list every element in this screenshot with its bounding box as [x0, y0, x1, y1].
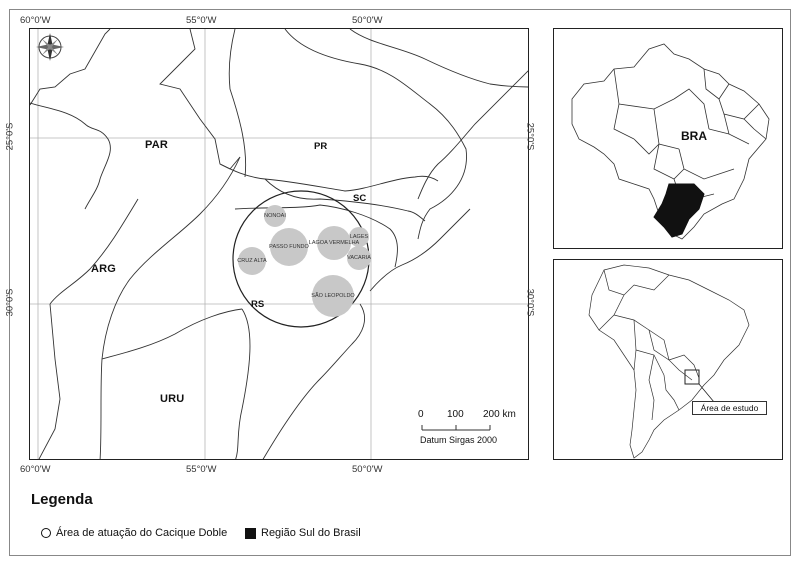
coord-bottom-50w: 50°0'W	[352, 464, 383, 475]
coord-right-25s: 25°0'S	[524, 122, 536, 151]
state-label-sc: SC	[353, 193, 367, 204]
legend-item-study-area: Área de atuação do Cacique Doble	[41, 527, 227, 539]
city-circle-sao-leopoldo	[312, 275, 354, 317]
city-label-vacaria: VACARIA	[347, 255, 371, 261]
coord-left-30s: 30°0'S	[4, 288, 16, 317]
coord-bottom-55w: 55°0'W	[186, 464, 217, 475]
inset-brazil-svg	[571, 43, 770, 240]
city-label-sao-leopoldo: SÃO LEOPOLDO	[311, 293, 355, 299]
city-label-cruz-alta: CRUZ ALTA	[237, 258, 267, 264]
scale-tick-0: 0	[418, 409, 424, 420]
city-circle-passo-fundo	[270, 228, 308, 266]
city-circle-cruz-alta	[238, 247, 266, 275]
legend-item-south-region-label: Região Sul do Brasil	[261, 527, 361, 539]
square-symbol-icon	[245, 527, 256, 539]
circle-symbol-icon	[41, 528, 51, 538]
city-label-passo-fundo: PASSO FUNDO	[269, 244, 309, 250]
legend-item-study-area-label: Área de atuação do Cacique Doble	[56, 527, 228, 539]
state-label-pr: PR	[314, 141, 328, 152]
main-map-svg	[30, 29, 528, 459]
south-america-countries	[588, 264, 750, 459]
city-label-lagoa-vermelha: LAGOA VERMELHA	[308, 240, 360, 246]
inset-south-america-panel	[553, 259, 783, 460]
study-area-marker	[684, 369, 700, 385]
city-circle-vacaria	[347, 246, 371, 270]
coord-right-30s: 30°0'S	[524, 288, 536, 317]
coord-top-55w: 55°0'W	[186, 15, 217, 26]
city-circles	[238, 205, 371, 317]
main-map-panel: PAR ARG URU PR SC RS NONOAI PASSO FUNDO …	[29, 28, 529, 460]
country-label-uru: URU	[160, 393, 185, 405]
inset-brazil-panel: BRA	[553, 28, 783, 249]
graticule	[30, 29, 528, 459]
scale-bar	[421, 425, 491, 431]
coord-left-25s: 25°0'S	[4, 122, 16, 151]
scale-tick-100: 100	[447, 409, 464, 420]
brazil-label: BRA	[681, 129, 707, 143]
city-label-lages: LAGES	[349, 234, 369, 240]
legend-title: Legenda	[31, 491, 93, 508]
legend-item-south-region: Região Sul do Brasil	[245, 527, 361, 539]
country-label-par: PAR	[145, 139, 169, 151]
scale-datum: Datum Sirgas 2000	[420, 435, 498, 445]
political-borders	[30, 29, 528, 459]
inset-south-america-svg	[588, 264, 750, 459]
south-region-fill	[653, 183, 705, 238]
city-circle-lagoa-vermelha	[317, 226, 351, 260]
coord-bottom-60w: 60°0'W	[20, 464, 51, 475]
figure-frame	[9, 9, 791, 556]
scale-tick-200: 200 km	[483, 409, 516, 420]
city-circle-nonoai	[264, 205, 286, 227]
state-label-rs: RS	[251, 299, 265, 310]
study-area-label: Área de estudo	[692, 401, 767, 415]
country-label-arg: ARG	[91, 263, 117, 275]
brazil-states	[571, 43, 770, 240]
study-area-leader-line	[698, 383, 715, 403]
city-circle-lages	[349, 227, 369, 247]
compass-rose-icon	[36, 33, 64, 61]
city-label-nonoai: NONOAI	[264, 213, 286, 219]
coord-top-50w: 50°0'W	[352, 15, 383, 26]
coord-top-60w: 60°0'W	[20, 15, 51, 26]
